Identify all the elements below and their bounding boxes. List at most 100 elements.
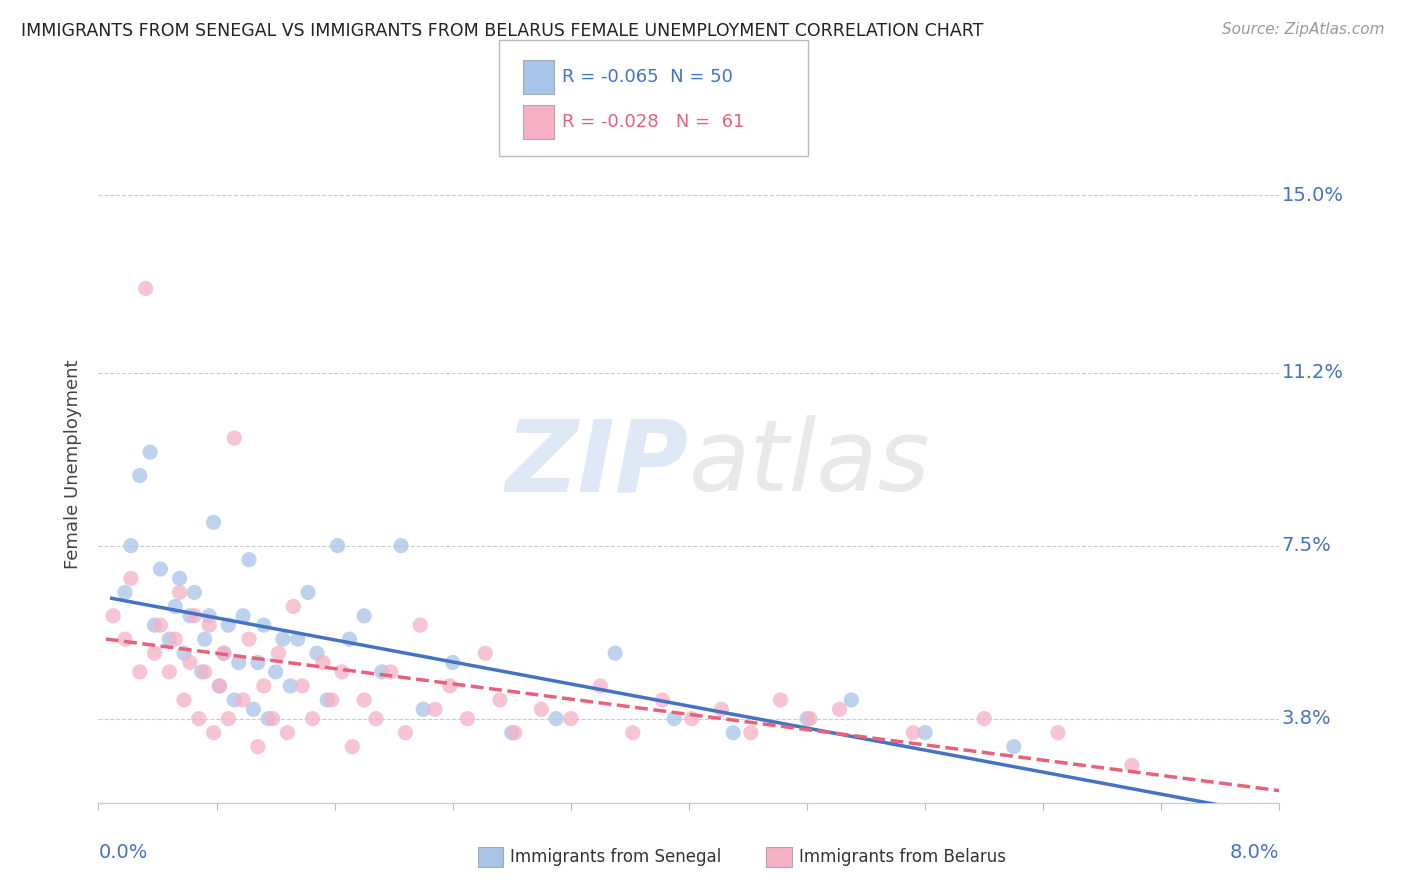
Point (321, 693, 343, 707)
Point (312, 656, 335, 670)
Point (232, 608, 254, 623)
Point (287, 632, 309, 647)
Point (291, 679, 314, 693)
Point (903, 725, 925, 739)
Point (208, 679, 231, 693)
Point (224, 693, 246, 707)
Point (530, 702, 553, 716)
Point (1046, 725, 1069, 739)
Point (128, 468, 150, 483)
Point (1121, 758, 1143, 772)
Point (169, 571, 191, 585)
Point (560, 712, 582, 726)
Point (380, 665, 402, 679)
Point (194, 632, 217, 647)
Point (183, 585, 205, 599)
Text: 3.8%: 3.8% (1282, 709, 1331, 728)
Point (135, 281, 157, 295)
Point (973, 712, 995, 726)
Point (297, 585, 319, 599)
Text: 0.0%: 0.0% (98, 844, 148, 863)
Text: 7.5%: 7.5% (1282, 536, 1331, 555)
Point (721, 725, 744, 739)
Point (120, 539, 142, 553)
Point (501, 725, 523, 739)
Point (179, 608, 201, 623)
Point (128, 665, 150, 679)
Point (828, 702, 851, 716)
Point (202, 725, 225, 739)
Point (664, 712, 686, 726)
Point (276, 725, 298, 739)
Point (120, 571, 142, 585)
Point (412, 702, 434, 716)
Text: Immigrants from Senegal: Immigrants from Senegal (510, 848, 721, 866)
Point (139, 445, 162, 459)
Point (257, 712, 280, 726)
Point (198, 608, 221, 623)
Text: atlas: atlas (689, 416, 931, 512)
Point (246, 656, 269, 670)
Point (143, 618, 166, 632)
Point (914, 725, 936, 739)
Point (103, 608, 125, 623)
Point (183, 608, 205, 623)
Point (173, 646, 195, 660)
Point (544, 712, 567, 726)
Point (253, 679, 276, 693)
Point (228, 656, 250, 670)
Point (1002, 739, 1025, 754)
Point (224, 431, 246, 445)
Text: 11.2%: 11.2% (1282, 363, 1344, 382)
Point (173, 693, 195, 707)
Point (238, 632, 260, 647)
Point (217, 712, 239, 726)
Point (651, 693, 673, 707)
Point (681, 712, 703, 726)
Point (262, 712, 284, 726)
Point (371, 665, 394, 679)
Point (267, 646, 290, 660)
Point (271, 632, 294, 647)
Text: 15.0%: 15.0% (1282, 186, 1344, 204)
Point (190, 665, 214, 679)
Point (212, 646, 235, 660)
Point (605, 646, 627, 660)
Point (799, 712, 821, 726)
Point (456, 712, 478, 726)
Point (316, 693, 339, 707)
Point (740, 725, 762, 739)
Point (394, 725, 416, 739)
Point (621, 725, 644, 739)
Point (353, 693, 375, 707)
Point (326, 539, 349, 553)
Point (232, 693, 254, 707)
Point (114, 632, 136, 647)
Point (238, 552, 260, 566)
Point (187, 712, 209, 726)
Point (439, 679, 461, 693)
Point (242, 702, 264, 716)
Y-axis label: Female Unemployment: Female Unemployment (63, 359, 82, 568)
Point (212, 646, 235, 660)
Point (278, 679, 301, 693)
Point (179, 656, 201, 670)
Point (796, 712, 818, 726)
Point (157, 632, 180, 647)
Point (253, 618, 276, 632)
Text: IMMIGRANTS FROM SENEGAL VS IMMIGRANTS FROM BELARUS FEMALE UNEMPLOYMENT CORRELATI: IMMIGRANTS FROM SENEGAL VS IMMIGRANTS FR… (21, 22, 983, 40)
Text: 8.0%: 8.0% (1230, 844, 1279, 863)
Point (589, 679, 612, 693)
Point (202, 516, 225, 530)
Point (769, 693, 792, 707)
Point (441, 656, 464, 670)
Point (503, 725, 526, 739)
Point (364, 712, 387, 726)
Text: Immigrants from Belarus: Immigrants from Belarus (799, 848, 1005, 866)
Point (264, 665, 287, 679)
Point (489, 693, 512, 707)
Point (208, 679, 231, 693)
Point (710, 702, 733, 716)
Point (165, 632, 187, 647)
Point (149, 562, 172, 576)
